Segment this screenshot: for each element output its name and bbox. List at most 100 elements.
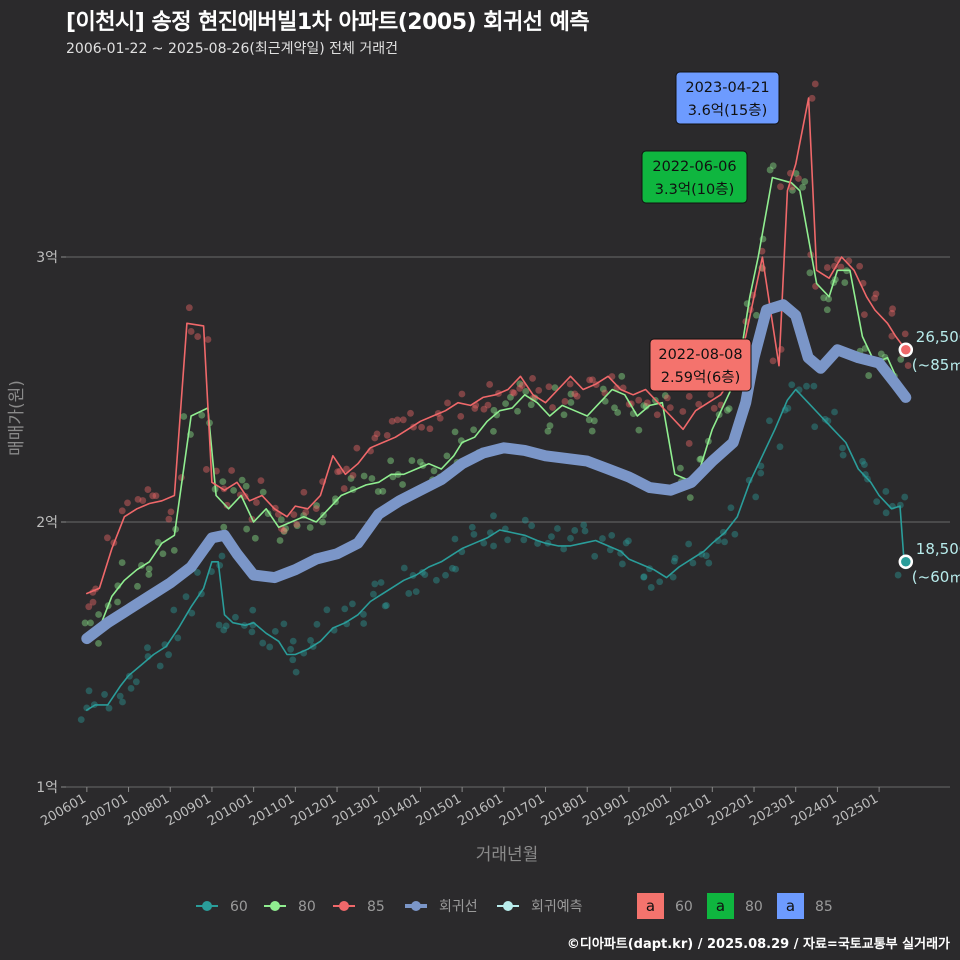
scatter-point-80	[865, 372, 873, 379]
scatter-point-80	[825, 295, 833, 303]
scatter-point-85	[685, 393, 693, 400]
scatter-point-85	[663, 394, 671, 402]
scatter-point-80	[347, 475, 355, 482]
scatter-point-60	[521, 516, 529, 524]
scatter-point-80	[507, 393, 514, 401]
scatter-point-85	[202, 466, 210, 473]
x-axis-title: 거래년월	[476, 845, 539, 865]
scatter-point-80	[522, 388, 530, 395]
scatter-point-80	[897, 356, 905, 363]
scatter-point-60	[784, 404, 792, 412]
scatter-point-85	[509, 388, 517, 396]
scatter-point-60	[860, 461, 868, 468]
scatter-point-80	[219, 478, 227, 486]
scatter-point-85	[529, 374, 536, 382]
scatter-point-60	[259, 639, 267, 647]
annotations: 26,500 (~85㎡) 18,500 (~60㎡) 2023-04-21 3.6억(1…	[641, 71, 960, 586]
scatter-point-80	[280, 528, 288, 535]
scatter-point-85	[837, 263, 845, 271]
scatter-point-80	[514, 407, 521, 415]
x-tick-label: 202401	[789, 791, 839, 829]
scatter-point-85	[340, 485, 348, 492]
legend-label: 80	[298, 899, 316, 915]
scatter-point-60	[165, 651, 172, 659]
scatter-point-60	[894, 571, 902, 579]
scatter-point-85	[343, 465, 350, 473]
scatter-point-85	[139, 497, 147, 504]
scatter-point-80	[145, 571, 153, 578]
scatter-point-60	[170, 606, 178, 614]
scatter-point-80	[841, 279, 849, 286]
scatter-point-80	[516, 380, 524, 388]
scatter-point-85	[777, 345, 785, 353]
scatter-point-80	[769, 162, 777, 170]
legend-box-label: 60	[675, 899, 693, 915]
scatter-point-80	[723, 406, 731, 414]
forecast-point-60	[898, 554, 914, 569]
annotation-value: 3.6억(15층)	[688, 102, 768, 119]
scatter-point-60	[528, 522, 536, 530]
scatter-point-60	[560, 545, 568, 553]
scatter-point-85	[904, 362, 912, 369]
x-tick-label: 202001	[622, 791, 672, 829]
scatter-point-80	[399, 481, 406, 488]
scatter-point-85	[373, 430, 381, 438]
scatter-point-80	[640, 402, 648, 409]
scatter-point-85	[679, 408, 687, 415]
scatter-point-85	[545, 383, 553, 391]
scatter-point-60	[599, 535, 606, 542]
scatter-point-80	[180, 413, 188, 420]
scatter-point-85	[808, 94, 816, 102]
scatter-point-80	[753, 311, 760, 319]
scatter-point-80	[635, 426, 643, 434]
annotation-box	[641, 150, 748, 204]
scatter-point-60	[720, 528, 727, 536]
scatter-point-85	[573, 392, 581, 400]
scatter-point-85	[889, 305, 896, 313]
scatter-point-60	[400, 564, 408, 572]
x-tick-label: 201201	[289, 791, 339, 829]
x-tick-label: 201301	[330, 791, 380, 829]
scatter-point-80	[766, 166, 774, 174]
forecast-area-label: (~85㎡)	[912, 356, 960, 374]
annotation-box	[675, 71, 780, 125]
scatter-point-60	[144, 644, 151, 652]
scatter-point-85	[444, 399, 451, 407]
chart-subtitle: 2006-01-22 ~ 2025-08-26(최근계약일) 전체 거래건	[66, 41, 398, 57]
scatter-point-60	[617, 549, 625, 557]
scatter-point-60	[232, 613, 239, 621]
scatter-point-80	[801, 178, 809, 185]
scatter-point-85	[458, 390, 466, 398]
scatter-point-80	[306, 524, 314, 531]
scatter-point-80	[502, 400, 509, 408]
scatter-point-60	[581, 527, 589, 535]
scatter-point-80	[95, 611, 103, 618]
scatter-point-85	[293, 521, 301, 528]
scatter-point-60	[349, 600, 356, 608]
scatter-point-85	[407, 409, 414, 417]
scatter-point-85	[589, 376, 596, 384]
scatter-point-85	[872, 290, 880, 298]
annotation-value: 3.3억(10층)	[655, 181, 735, 198]
x-tick-label: 201401	[372, 791, 422, 829]
scatter-point-85	[831, 262, 838, 270]
legend-label: 85	[367, 899, 385, 915]
scatter-point-60	[757, 469, 765, 477]
scatter-point-85	[290, 511, 298, 519]
scatter-point-80	[374, 488, 382, 495]
scatter-point-60	[490, 512, 497, 520]
scatter-point-60	[882, 509, 890, 517]
scatter-point-60	[451, 535, 459, 543]
scatter-point-80	[81, 619, 89, 627]
scatter-point-80	[590, 417, 598, 425]
forecast-value-label: 26,500	[916, 328, 960, 346]
scatter-point-80	[276, 537, 284, 544]
scatter-point-60	[292, 668, 300, 676]
scatter-point-60	[222, 622, 230, 630]
scatter-point-85	[811, 80, 819, 88]
x-tick-label: 200801	[122, 791, 172, 829]
scatter-point-60	[554, 525, 561, 532]
scatter-point-60	[882, 488, 890, 495]
scatter-point-60	[289, 637, 297, 645]
